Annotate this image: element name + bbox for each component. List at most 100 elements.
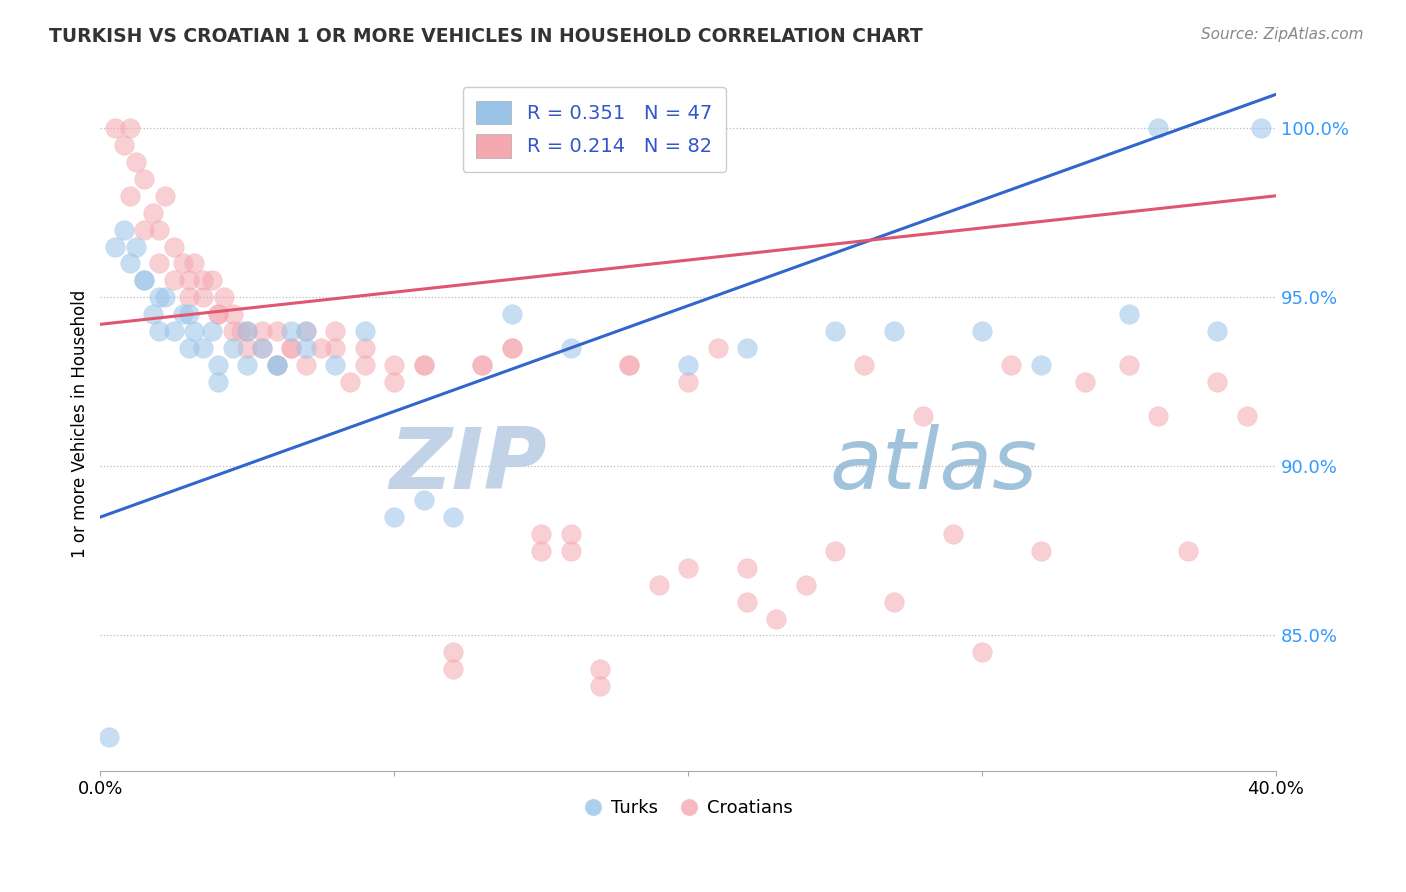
Point (118, 189, 141, 203)
Point (794, 577, 817, 591)
Point (1029, 358, 1052, 372)
Point (104, 121, 127, 136)
Point (250, 324, 273, 338)
Point (250, 341, 273, 355)
Point (112, 222, 135, 236)
Point (325, 358, 347, 372)
Point (735, 594, 758, 608)
Point (676, 358, 699, 372)
Point (382, 510, 405, 524)
Point (1147, 409, 1170, 423)
Point (112, 138, 135, 153)
Point (309, 341, 332, 355)
Point (124, 239, 146, 253)
Point (412, 358, 434, 372)
Point (676, 375, 699, 389)
Point (1074, 375, 1097, 389)
Point (177, 341, 200, 355)
Point (1147, 121, 1170, 136)
Point (280, 341, 302, 355)
Point (883, 594, 905, 608)
Point (501, 341, 523, 355)
Point (412, 358, 434, 372)
Point (824, 544, 846, 558)
Point (153, 189, 176, 203)
Point (236, 324, 259, 338)
Text: atlas: atlas (830, 425, 1038, 508)
Point (153, 290, 176, 304)
Point (266, 358, 288, 372)
Point (676, 561, 699, 575)
Point (193, 341, 215, 355)
Point (1250, 121, 1272, 136)
Point (193, 273, 215, 287)
Point (560, 544, 582, 558)
Point (118, 256, 141, 270)
Point (124, 155, 146, 169)
Point (193, 290, 215, 304)
Point (325, 341, 347, 355)
Point (104, 239, 127, 253)
Point (177, 307, 200, 321)
Point (619, 121, 641, 136)
Point (560, 341, 582, 355)
Point (221, 341, 243, 355)
Y-axis label: 1 or more Vehicles in Household: 1 or more Vehicles in Household (72, 290, 89, 558)
Point (201, 324, 224, 338)
Point (589, 662, 612, 676)
Text: TURKISH VS CROATIAN 1 OR MORE VEHICLES IN HOUSEHOLD CORRELATION CHART: TURKISH VS CROATIAN 1 OR MORE VEHICLES I… (49, 27, 922, 45)
Point (172, 256, 194, 270)
Point (163, 239, 186, 253)
Point (266, 324, 288, 338)
Point (212, 290, 235, 304)
Point (236, 358, 259, 372)
Point (134, 273, 156, 287)
Point (118, 121, 141, 136)
Point (177, 290, 200, 304)
Point (183, 324, 205, 338)
Point (1177, 544, 1199, 558)
Point (231, 324, 253, 338)
Legend: Turks, Croatians: Turks, Croatians (576, 791, 800, 824)
Point (735, 341, 758, 355)
Point (266, 358, 288, 372)
Point (530, 527, 553, 541)
Point (1029, 544, 1052, 558)
Point (412, 493, 434, 508)
Point (1118, 358, 1140, 372)
Point (295, 324, 318, 338)
Point (1236, 409, 1258, 423)
Point (295, 341, 318, 355)
Point (853, 358, 876, 372)
Point (250, 341, 273, 355)
Text: Source: ZipAtlas.com: Source: ZipAtlas.com (1201, 27, 1364, 42)
Point (201, 273, 224, 287)
Point (325, 324, 347, 338)
Point (1000, 358, 1022, 372)
Point (883, 324, 905, 338)
Point (501, 341, 523, 355)
Point (619, 358, 641, 372)
Point (295, 358, 318, 372)
Text: ZIP: ZIP (389, 425, 547, 508)
Point (441, 510, 464, 524)
Point (530, 544, 553, 558)
Point (236, 324, 259, 338)
Point (1206, 324, 1229, 338)
Point (142, 307, 165, 321)
Point (970, 324, 993, 338)
Point (163, 324, 186, 338)
Point (589, 679, 612, 693)
Point (148, 222, 170, 236)
Point (970, 645, 993, 659)
Point (148, 324, 170, 338)
Point (441, 645, 464, 659)
Point (501, 307, 523, 321)
Point (207, 307, 229, 321)
Point (735, 561, 758, 575)
Point (354, 341, 377, 355)
Point (221, 307, 243, 321)
Point (382, 358, 405, 372)
Point (765, 611, 787, 625)
Point (942, 527, 965, 541)
